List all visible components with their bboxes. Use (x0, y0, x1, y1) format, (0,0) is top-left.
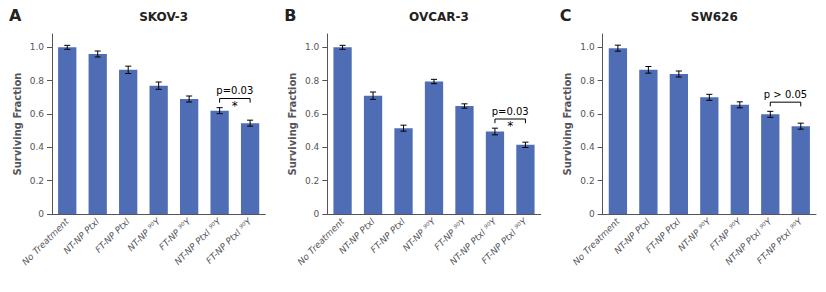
svg-text:FT-NP Ptxl ⁹⁰Y: FT-NP Ptxl ⁹⁰Y (204, 215, 255, 266)
svg-text:0: 0 (314, 209, 320, 219)
svg-text:NT-NP Ptxl: NT-NP Ptxl (612, 216, 652, 256)
svg-text:No Treatment: No Treatment (571, 216, 622, 267)
svg-text:0.6: 0.6 (580, 109, 595, 119)
svg-text:p=0.03: p=0.03 (492, 106, 529, 117)
svg-text:FT-NP Ptxl: FT-NP Ptxl (93, 216, 132, 255)
svg-text:0.6: 0.6 (30, 109, 45, 119)
svg-text:0.8: 0.8 (305, 76, 320, 86)
svg-text:0.6: 0.6 (305, 109, 320, 119)
svg-text:FT-NP ⁹⁰Y: FT-NP ⁹⁰Y (707, 216, 744, 252)
svg-text:0.4: 0.4 (305, 142, 320, 152)
svg-text:1.0: 1.0 (30, 42, 45, 52)
svg-text:*: * (232, 99, 238, 113)
svg-text:C: C (560, 6, 572, 25)
svg-text:B: B (284, 6, 296, 25)
svg-text:p=0.03: p=0.03 (216, 85, 253, 96)
svg-text:1.0: 1.0 (580, 42, 595, 52)
svg-text:Surviving Fraction: Surviving Fraction (562, 73, 573, 176)
svg-text:Surviving Fraction: Surviving Fraction (12, 73, 23, 176)
svg-text:0: 0 (38, 209, 44, 219)
svg-text:NT-NP Ptxl ⁹⁰Y: NT-NP Ptxl ⁹⁰Y (172, 216, 224, 267)
svg-text:Surviving Fraction: Surviving Fraction (287, 73, 298, 176)
svg-text:FT-NP Ptxl ⁹⁰Y: FT-NP Ptxl ⁹⁰Y (480, 215, 531, 266)
svg-text:NT-NP ⁹⁰Y: NT-NP ⁹⁰Y (126, 215, 164, 253)
svg-text:*: * (507, 119, 513, 133)
svg-text:0: 0 (589, 209, 595, 219)
svg-text:FT-NP ⁹⁰Y: FT-NP ⁹⁰Y (157, 216, 193, 252)
svg-text:NT-NP ⁹⁰Y: NT-NP ⁹⁰Y (676, 215, 714, 253)
svg-text:NT-NP Ptxl ⁹⁰Y: NT-NP Ptxl ⁹⁰Y (448, 216, 499, 267)
svg-text:No Treatment: No Treatment (20, 216, 71, 267)
svg-text:NT-NP Ptxl ⁹⁰Y: NT-NP Ptxl ⁹⁰Y (723, 216, 774, 267)
svg-text:p > 0.05: p > 0.05 (764, 89, 807, 100)
svg-text:NT-NP Ptxl: NT-NP Ptxl (337, 216, 377, 256)
svg-text:A: A (9, 6, 22, 25)
svg-text:FT-NP Ptxl ⁹⁰Y: FT-NP Ptxl ⁹⁰Y (755, 215, 806, 266)
svg-text:0.2: 0.2 (580, 176, 594, 186)
svg-text:0.8: 0.8 (580, 76, 595, 86)
svg-text:1.0: 1.0 (305, 42, 320, 52)
svg-text:No Treatment: No Treatment (295, 216, 346, 267)
svg-text:0.4: 0.4 (30, 142, 45, 152)
svg-text:FT-NP ⁹⁰Y: FT-NP ⁹⁰Y (432, 216, 468, 252)
svg-text:0.2: 0.2 (30, 176, 44, 186)
svg-text:OVCAR-3: OVCAR-3 (409, 10, 469, 24)
svg-text:FT-NP Ptxl: FT-NP Ptxl (369, 216, 408, 255)
svg-text:0.4: 0.4 (580, 142, 595, 152)
svg-text:0.8: 0.8 (30, 76, 45, 86)
svg-text:NT-NP ⁹⁰Y: NT-NP ⁹⁰Y (401, 215, 439, 253)
svg-text:SKOV-3: SKOV-3 (139, 10, 188, 24)
svg-text:NT-NP Ptxl: NT-NP Ptxl (61, 216, 102, 256)
svg-text:SW626: SW626 (691, 10, 738, 24)
svg-text:FT-NP Ptxl: FT-NP Ptxl (644, 216, 683, 255)
svg-text:0.2: 0.2 (305, 176, 319, 186)
